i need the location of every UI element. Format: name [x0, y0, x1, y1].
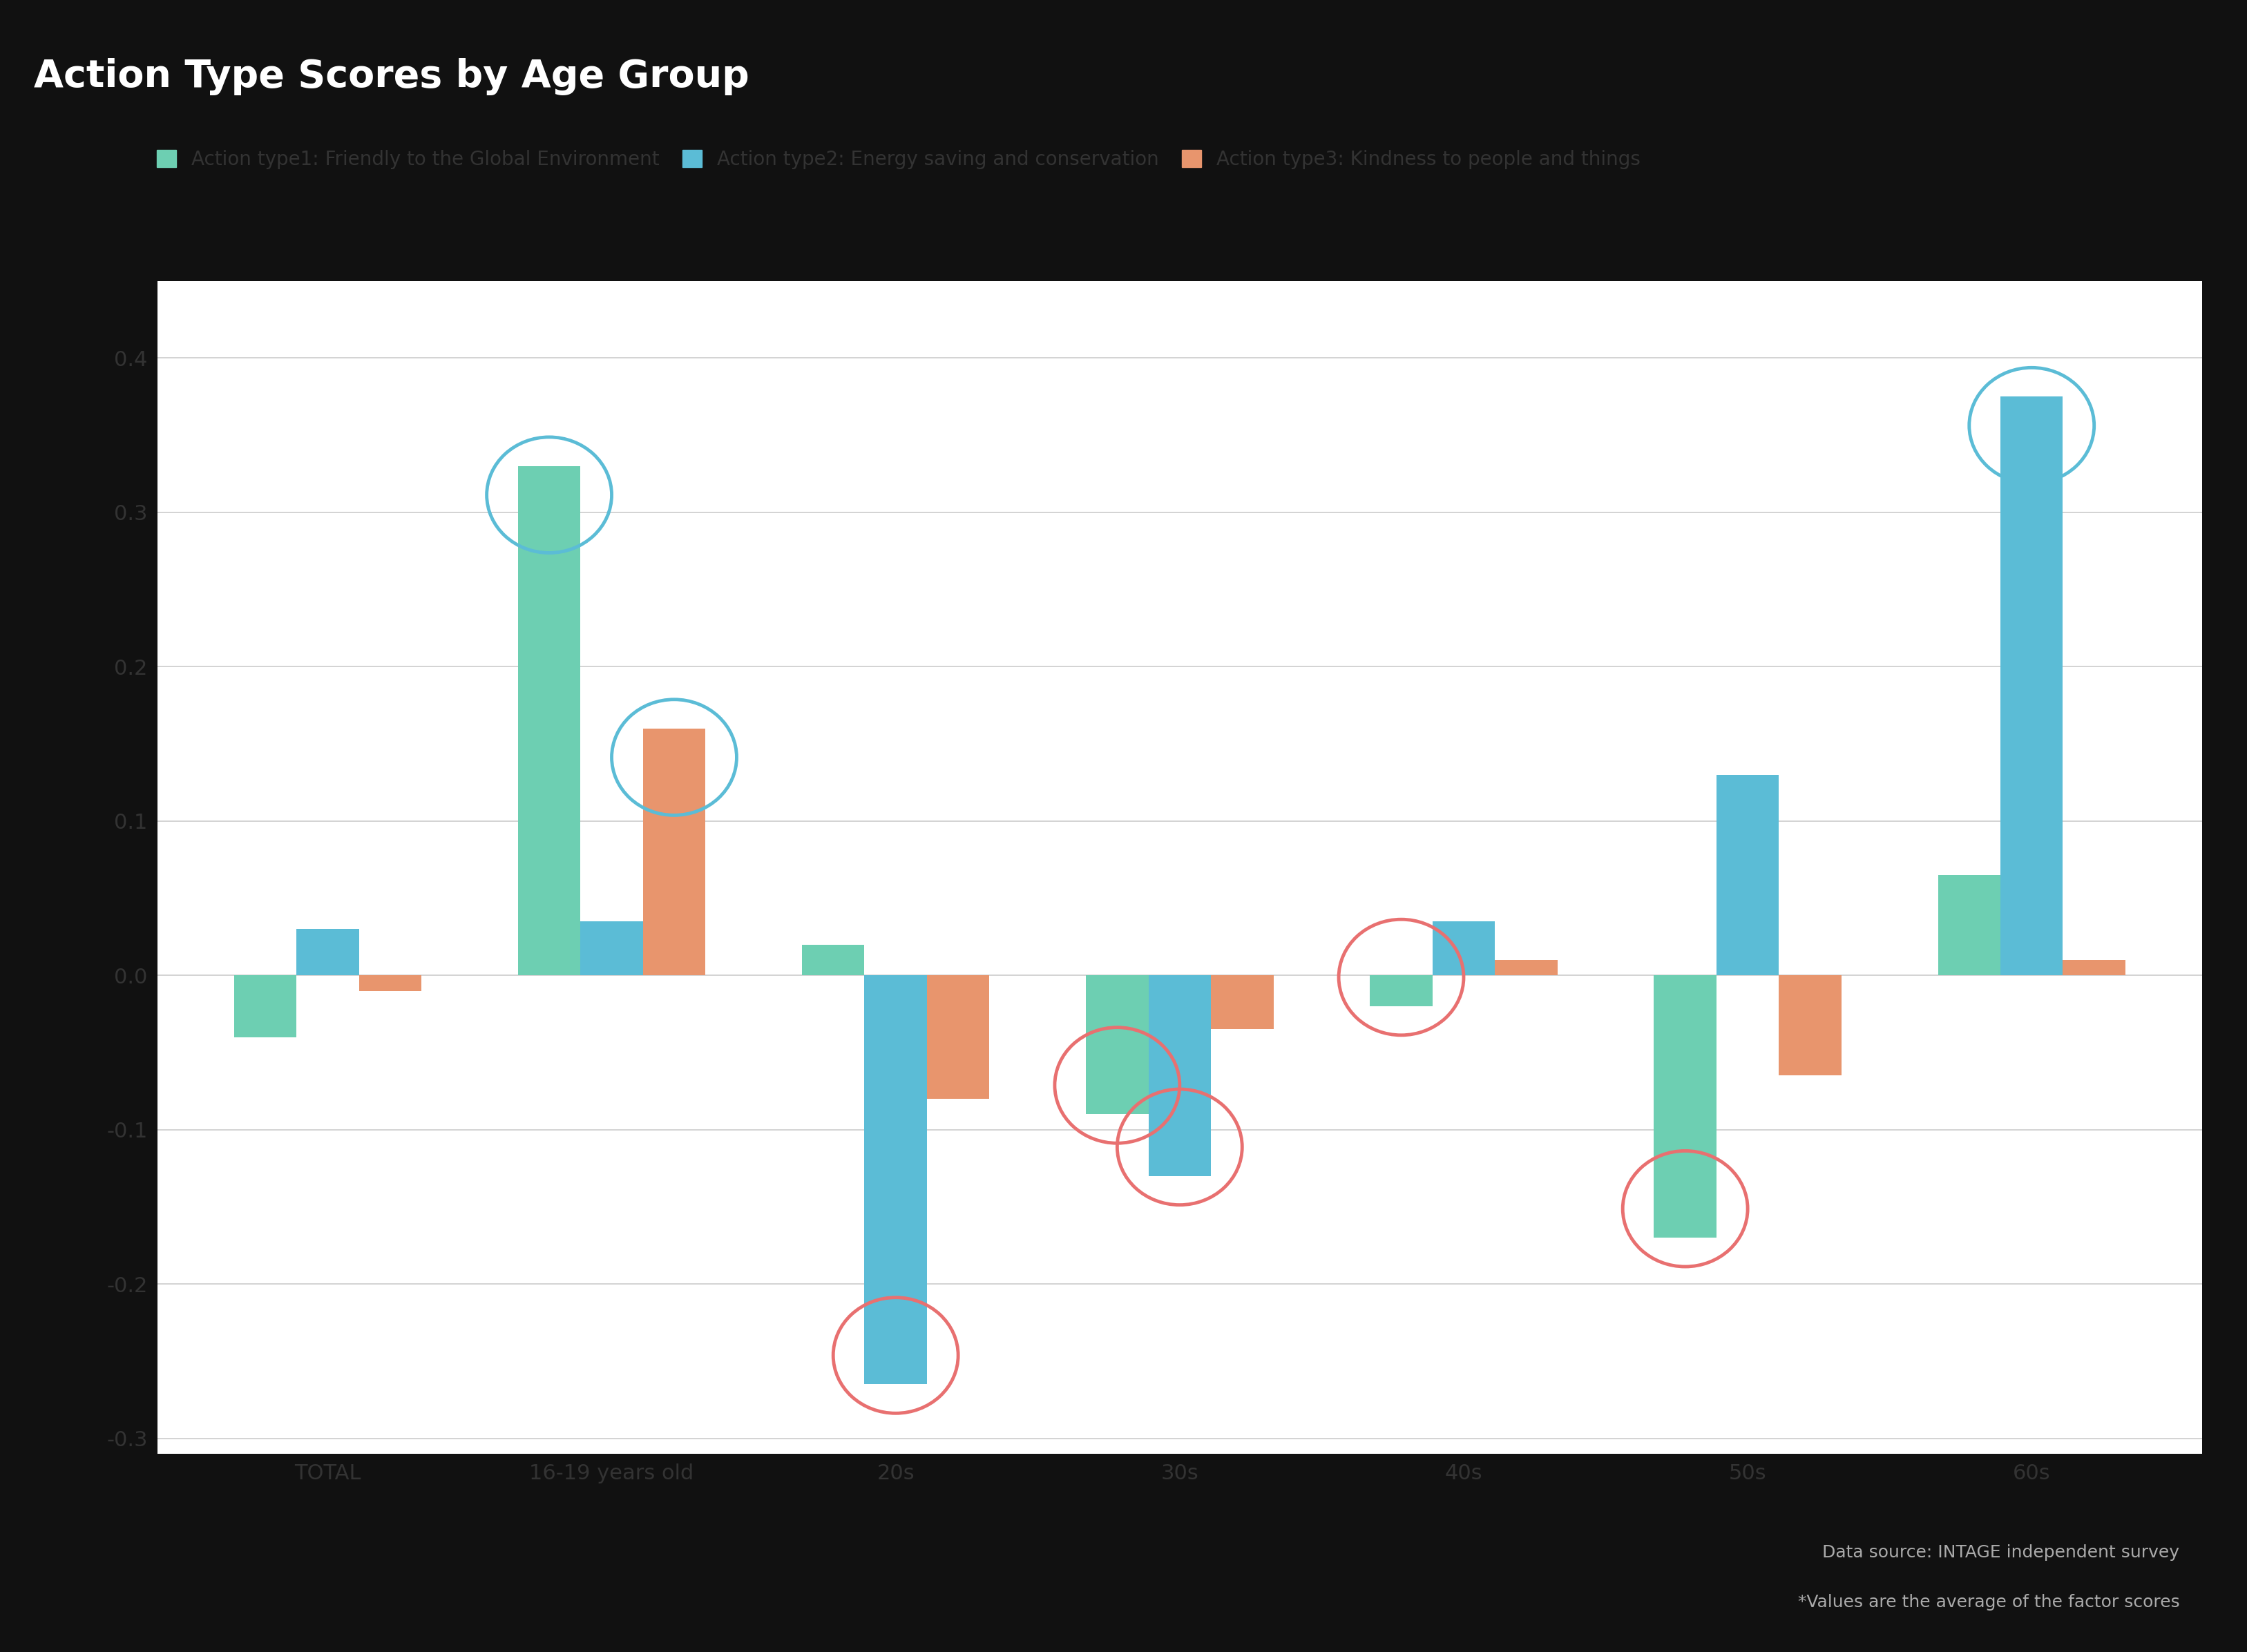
- Bar: [928, 975, 989, 1099]
- Bar: [1211, 975, 1274, 1029]
- Bar: [802, 945, 865, 975]
- Bar: [2063, 960, 2126, 975]
- Bar: [1085, 975, 1148, 1113]
- Bar: [1717, 775, 1780, 975]
- Bar: [234, 975, 297, 1037]
- Bar: [580, 922, 643, 975]
- Text: Data source: INTAGE independent survey: Data source: INTAGE independent survey: [1822, 1545, 2180, 1561]
- Bar: [1148, 975, 1211, 1176]
- Bar: [865, 975, 928, 1384]
- Bar: [1780, 975, 1840, 1075]
- Legend: Action type1: Friendly to the Global Environment, Action type2: Energy saving an: Action type1: Friendly to the Global Env…: [157, 150, 1640, 169]
- Bar: [1494, 960, 1557, 975]
- Bar: [1654, 975, 1717, 1237]
- Bar: [297, 928, 360, 975]
- Bar: [519, 466, 580, 975]
- Bar: [1937, 876, 2000, 975]
- Text: *Values are the average of the factor scores: *Values are the average of the factor sc…: [1798, 1594, 2180, 1611]
- Bar: [643, 729, 706, 975]
- Bar: [2000, 396, 2063, 975]
- Bar: [360, 975, 422, 991]
- Bar: [1371, 975, 1431, 1006]
- Text: Action Type Scores by Age Group: Action Type Scores by Age Group: [34, 58, 748, 96]
- Bar: [1431, 922, 1494, 975]
